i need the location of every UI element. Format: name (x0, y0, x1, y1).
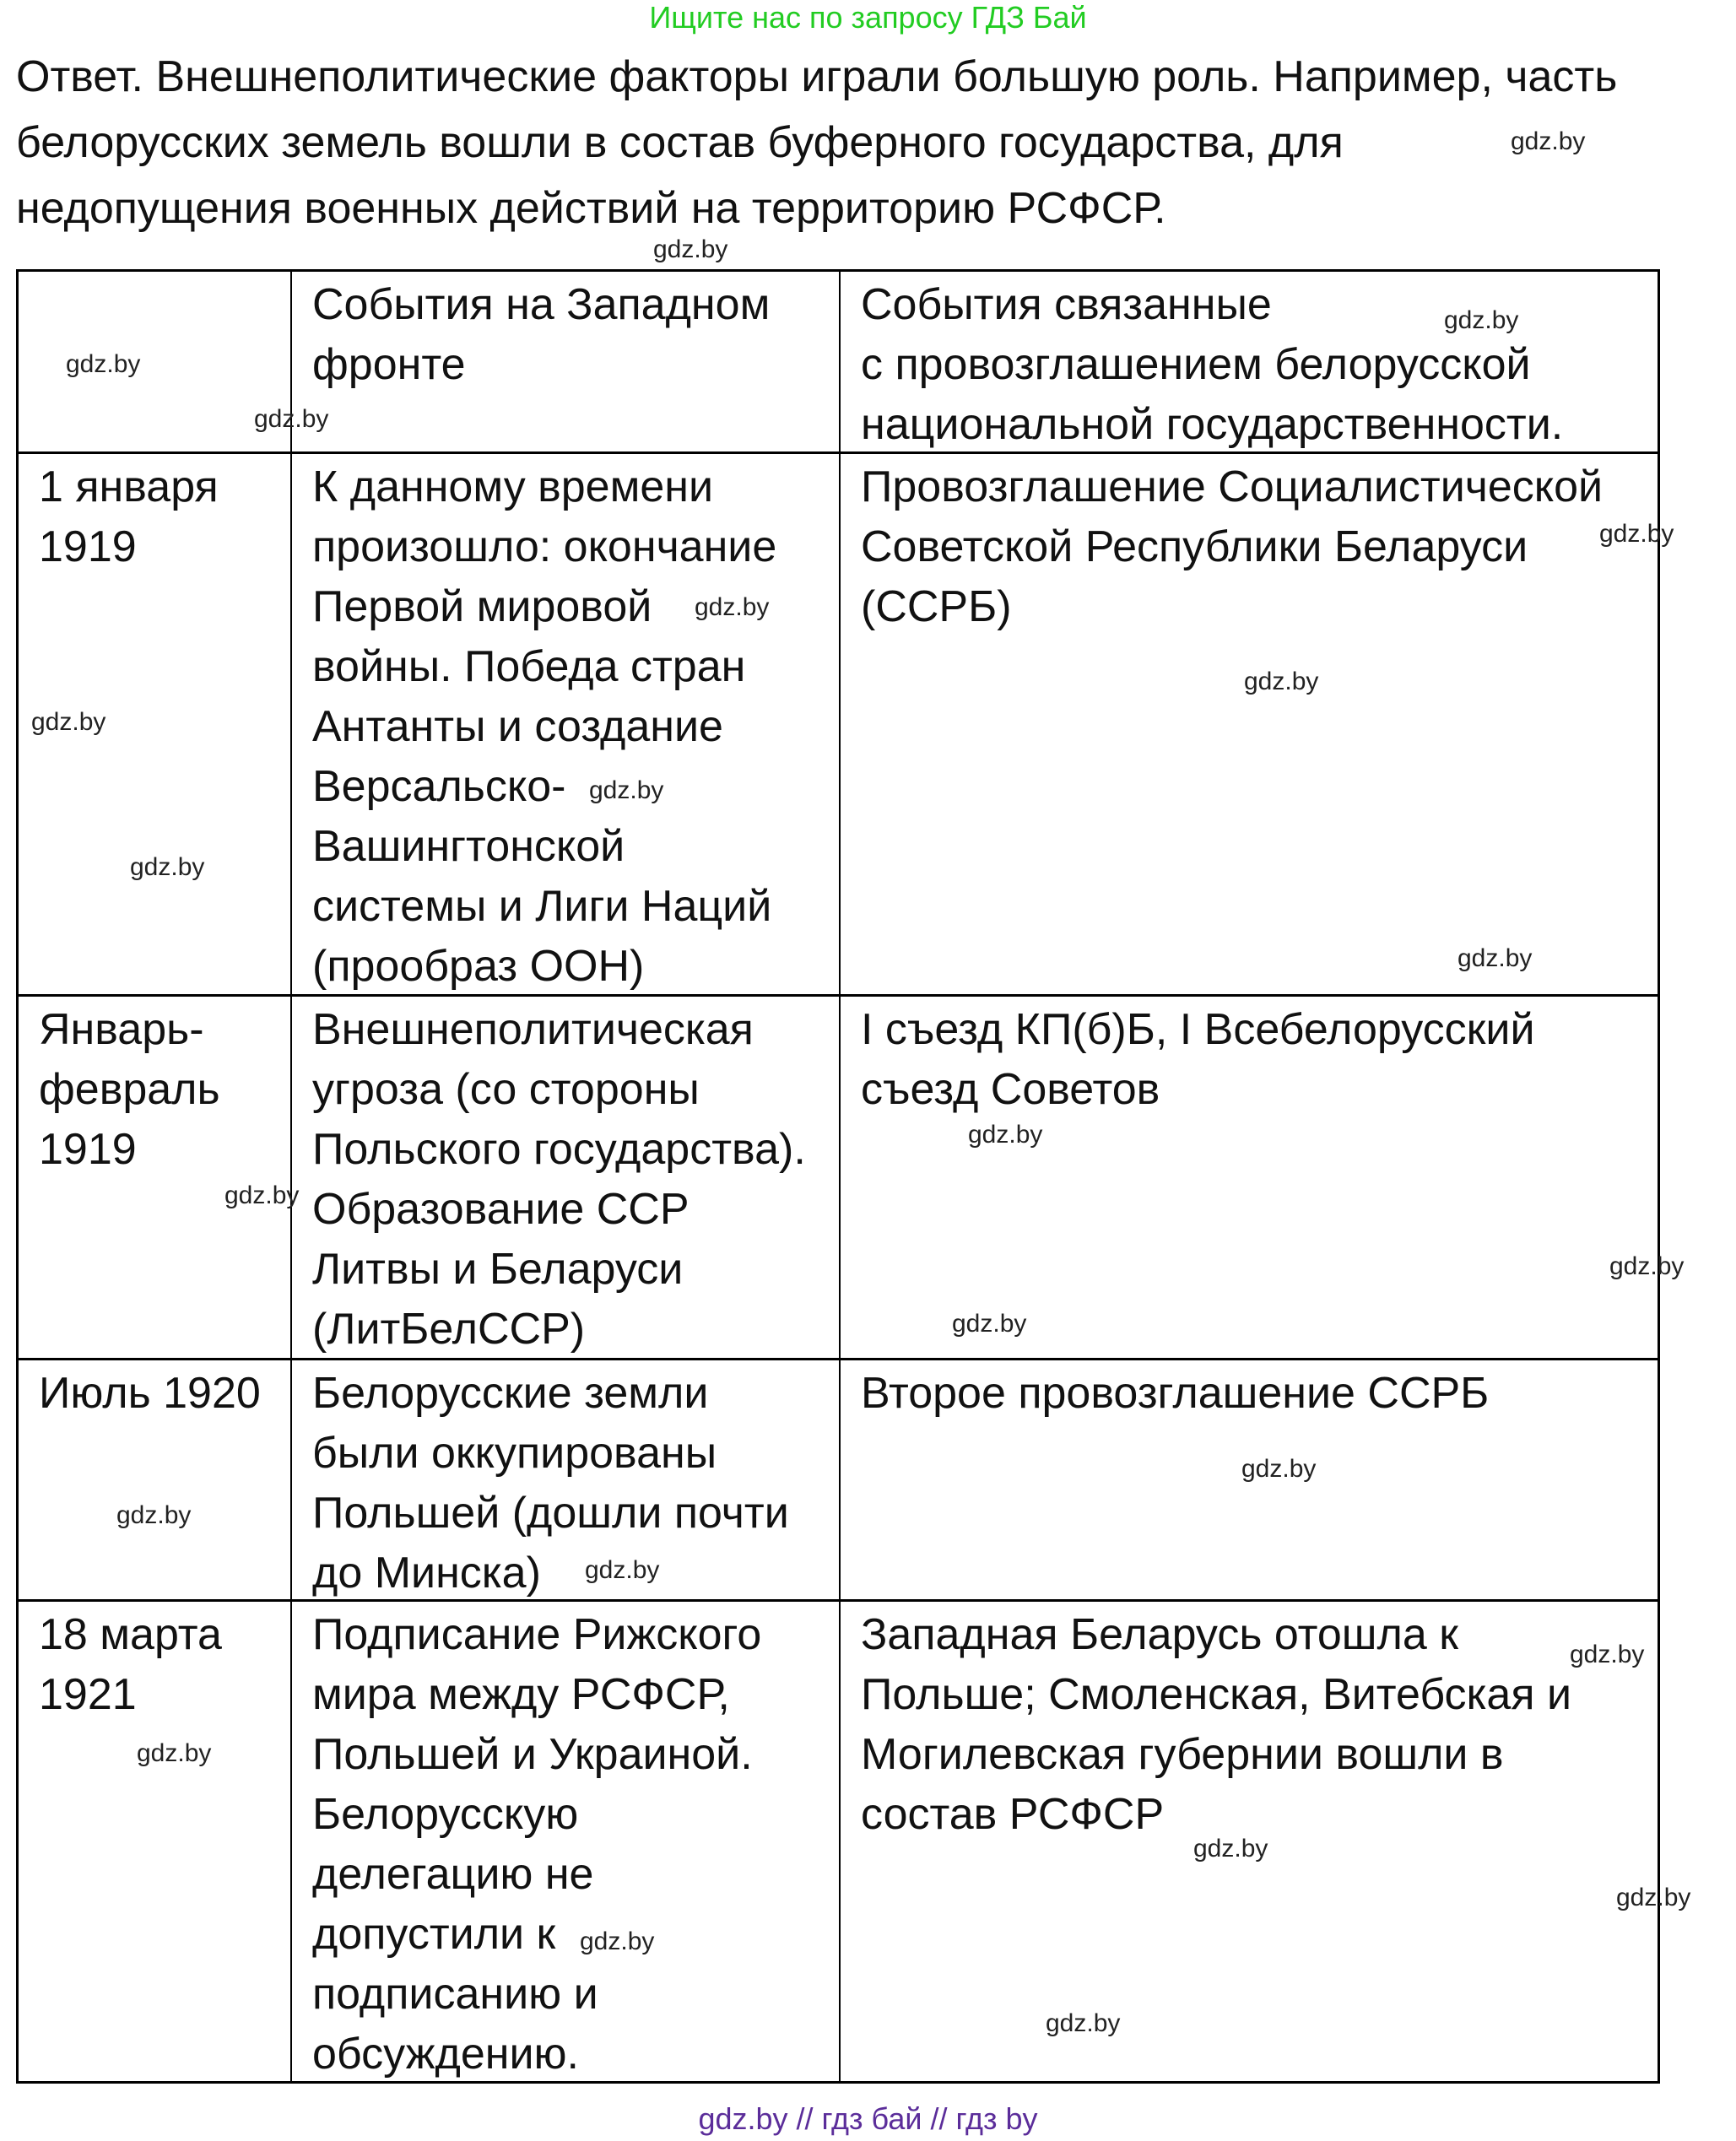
table-header-cell: События на Западном фронте (312, 280, 771, 389)
watermark: gdz.by (695, 593, 770, 621)
watermark: gdz.by (1244, 668, 1319, 695)
table-cell: К данному времени произошло: окончание Пер… (312, 462, 777, 991)
watermark: gdz.by (1457, 944, 1533, 972)
answer-line: Ответ. Внешнеполитические факторы играли… (16, 52, 1618, 101)
watermark: gdz.by (1444, 306, 1519, 334)
watermark: gdz.by (1609, 1252, 1685, 1280)
watermark: gdz.by (1241, 1455, 1317, 1483)
watermark: gdz.by (1616, 1884, 1691, 1911)
watermark: gdz.by (130, 853, 205, 881)
table-cell: Внешнеполитическая угроза (со стороны Поль… (312, 1005, 806, 1354)
watermark: gdz.by (31, 708, 106, 736)
footer-links[interactable]: gdz.by // гдз бай // гдз by (698, 2101, 1038, 2136)
watermark: gdz.by (1570, 1641, 1645, 1668)
row-divider (19, 451, 1658, 454)
search-hint: Ищите нас по запросу ГДЗ Бай (649, 0, 1087, 35)
watermark: gdz.by (968, 1121, 1043, 1149)
watermark: gdz.by (66, 350, 141, 378)
events-table: События на Западном фронте События связанн… (16, 269, 1660, 2084)
watermark: gdz.by (653, 235, 728, 263)
watermark: gdz.by (589, 776, 664, 804)
watermark: gdz.by (1193, 1835, 1268, 1863)
table-cell: Западная Беларусь отошла к Польше; Смолен… (861, 1610, 1572, 1839)
column-divider (839, 272, 841, 2081)
table-cell: Январь-февраль 1919 (39, 1005, 220, 1174)
table-cell: I съезд КП(б)Б, I Всебелорусский съезд Со… (861, 1005, 1535, 1114)
watermark: gdz.by (585, 1556, 660, 1584)
answer-line: недопущения военных действий на территор… (16, 184, 1166, 233)
watermark: gdz.by (952, 1310, 1027, 1338)
row-divider (19, 994, 1658, 997)
watermark: gdz.by (224, 1181, 300, 1209)
table-cell: Белорусские земли были оккупированы Польше… (312, 1369, 789, 1598)
table-cell: Провозглашение Социалистической Советской… (861, 462, 1604, 631)
table-header-cell (19, 272, 292, 454)
watermark: gdz.by (1046, 2009, 1121, 2037)
watermark: gdz.by (254, 405, 329, 433)
table-cell: Второе провозглашение ССРБ (861, 1369, 1490, 1418)
watermark: gdz.by (137, 1739, 212, 1767)
table-cell: Июль 1920 (39, 1369, 261, 1418)
row-divider (19, 1358, 1658, 1360)
row-divider (19, 1599, 1658, 1602)
answer-text: Ответ. Внешнеполитические факторы играли… (16, 44, 1704, 241)
table-cell: Подписание Рижского мира между РСФСР, Поль… (312, 1610, 762, 2079)
table-header-cell: События связанные с провозглашением белор… (861, 280, 1564, 449)
watermark: gdz.by (116, 1501, 192, 1529)
watermark: gdz.by (1599, 520, 1674, 548)
column-divider (290, 272, 292, 2081)
table-cell: 1 января 1919 (39, 462, 219, 571)
watermark: gdz.by (1511, 127, 1586, 155)
table-cell: 18 марта 1921 (39, 1610, 222, 1719)
watermark: gdz.by (580, 1927, 655, 1955)
answer-line: белорусских земель вошли в состав буферн… (16, 118, 1344, 167)
